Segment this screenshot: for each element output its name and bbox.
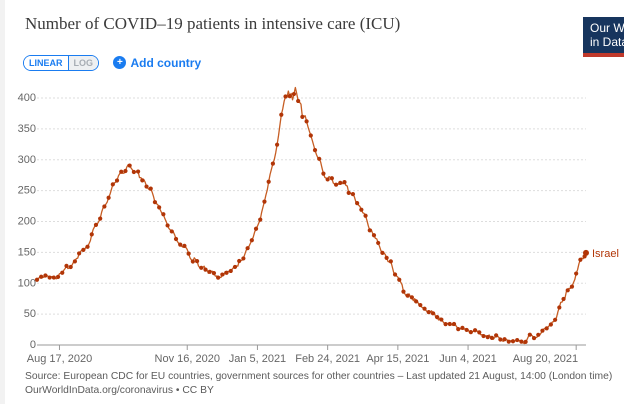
svg-text:200: 200 [18,216,36,228]
svg-text:0: 0 [30,339,36,351]
svg-text:Feb 24, 2021: Feb 24, 2021 [295,353,360,365]
svg-text:400: 400 [18,92,36,104]
svg-text:250: 250 [18,185,36,197]
svg-text:Aug 17, 2020: Aug 17, 2020 [27,353,92,365]
svg-text:Aug 20, 2021: Aug 20, 2021 [513,353,578,365]
svg-text:Nov 16, 2020: Nov 16, 2020 [155,353,220,365]
svg-text:Israel: Israel [592,248,619,260]
svg-text:150: 150 [18,246,36,258]
svg-text:300: 300 [18,154,36,166]
svg-text:Jun 4, 2021: Jun 4, 2021 [439,353,497,365]
svg-text:50: 50 [24,308,36,320]
svg-text:Apr 15, 2021: Apr 15, 2021 [366,353,429,365]
svg-text:Jan 5, 2021: Jan 5, 2021 [229,353,287,365]
svg-text:350: 350 [18,123,36,135]
svg-text:100: 100 [18,277,36,289]
